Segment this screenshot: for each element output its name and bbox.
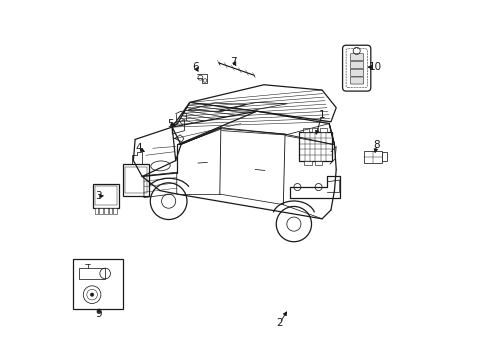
Bar xyxy=(104,208,107,213)
Bar xyxy=(95,208,98,213)
Bar xyxy=(93,184,119,208)
Text: 1: 1 xyxy=(318,110,325,120)
Text: 3: 3 xyxy=(95,191,101,201)
Bar xyxy=(302,128,308,132)
Circle shape xyxy=(90,293,94,296)
Text: 8: 8 xyxy=(373,140,379,150)
FancyBboxPatch shape xyxy=(349,77,363,84)
Bar xyxy=(113,208,117,213)
Bar xyxy=(320,128,326,132)
Bar xyxy=(364,151,381,163)
Ellipse shape xyxy=(150,161,170,171)
FancyBboxPatch shape xyxy=(349,54,363,61)
Text: 4: 4 xyxy=(135,143,142,153)
Text: 5: 5 xyxy=(167,118,173,129)
Text: 7: 7 xyxy=(230,57,237,67)
Bar xyxy=(314,161,322,165)
Bar xyxy=(124,167,147,193)
Bar xyxy=(79,268,105,279)
Bar xyxy=(304,161,311,165)
FancyBboxPatch shape xyxy=(349,62,363,68)
Bar xyxy=(299,132,331,161)
FancyBboxPatch shape xyxy=(342,45,370,91)
Bar xyxy=(381,153,386,161)
Text: 10: 10 xyxy=(368,62,381,72)
FancyBboxPatch shape xyxy=(349,69,363,76)
FancyBboxPatch shape xyxy=(346,49,366,87)
Bar xyxy=(95,186,117,206)
Bar xyxy=(108,208,112,213)
Text: 2: 2 xyxy=(276,318,283,328)
Text: 9: 9 xyxy=(96,309,102,319)
Bar xyxy=(73,259,122,309)
Bar xyxy=(311,128,317,132)
Text: 6: 6 xyxy=(191,62,198,72)
Bar xyxy=(99,208,103,213)
Bar xyxy=(122,164,149,196)
